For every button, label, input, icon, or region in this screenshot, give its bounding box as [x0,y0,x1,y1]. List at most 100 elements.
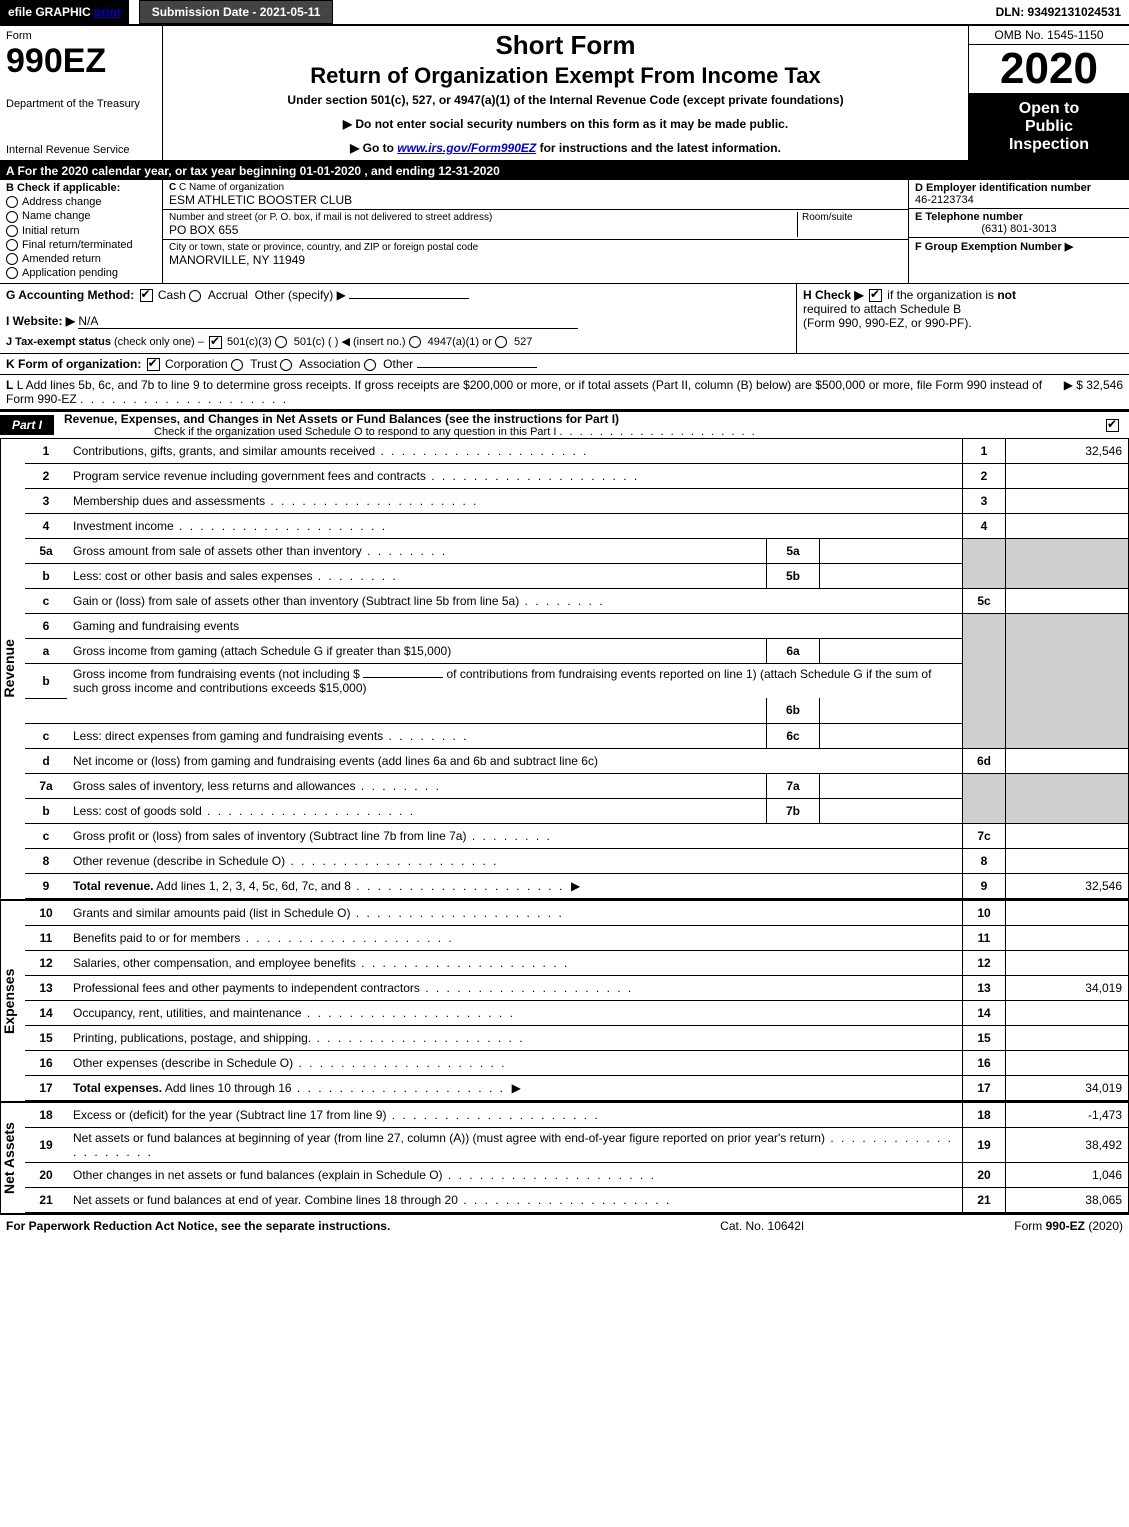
c-addr-row: Number and street (or P. O. box, if mail… [163,210,908,240]
h-checkbox [869,289,882,302]
k-label: K Form of organization: [6,357,141,371]
line-1: 1 Contributions, gifts, grants, and simi… [25,439,1129,464]
j-527-radio [495,336,507,348]
page-footer: For Paperwork Reduction Act Notice, see … [0,1215,1129,1237]
form-ref-pre: Form [1014,1219,1045,1233]
j-501c3: 501(c)(3) [227,336,272,348]
line-6-desc: Gaming and fundraising events [73,619,239,633]
line-5c-desc: Gain or (loss) from sale of assets other… [73,594,519,608]
line-3-desc: Membership dues and assessments [73,494,265,508]
form-ref: Form 990-EZ (2020) [1014,1219,1123,1233]
form-number: 990EZ [6,44,156,78]
header-center: Short Form Return of Organization Exempt… [163,26,968,160]
form-header: Form 990EZ Department of the Treasury In… [0,26,1129,162]
b-opt-0-label: Address change [22,196,102,208]
org-address: PO BOX 655 [169,223,797,237]
b-opt-address: Address change [6,196,156,208]
line-19-amt: 38,492 [1006,1127,1129,1162]
j-501c: 501(c) ( ) ◀ (insert no.) [294,336,406,348]
h-text3: (Form 990, 990-EZ, or 990-PF). [803,316,972,330]
revenue-side-label: Revenue [0,439,25,899]
line-6a-desc: Gross income from gaming (attach Schedul… [73,644,451,658]
l-amount: ▶ $ 32,546 [1054,378,1123,406]
open-to-public: Open to Public Inspection [969,94,1129,160]
line-1-amt: 32,546 [1006,439,1129,464]
k-other: Other [383,357,413,371]
other-label: Other (specify) ▶ [255,288,346,302]
line-2-desc: Program service revenue including govern… [73,469,426,483]
line-1-desc: Contributions, gifts, grants, and simila… [73,444,375,458]
line-8-desc: Other revenue (describe in Schedule O) [73,854,285,868]
tax-year: 2020 [969,45,1129,94]
h-label: H Check ▶ [803,288,864,302]
part-1-sub: Check if the organization used Schedule … [64,426,1104,438]
part-1-tag: Part I [0,415,54,435]
room-label: Room/suite [802,212,902,223]
return-title: Return of Organization Exempt From Incom… [171,63,960,89]
org-city: MANORVILLE, NY 11949 [169,253,902,267]
line-9-amt: 32,546 [1006,873,1129,898]
irs-link[interactable]: www.irs.gov/Form990EZ [397,141,536,155]
goto-line: ▶ Go to www.irs.gov/Form990EZ for instru… [171,141,960,155]
line-19: 19Net assets or fund balances at beginni… [25,1127,1129,1162]
j-4947-radio [409,336,421,348]
open-2: Public [973,118,1125,136]
line-20: 20Other changes in net assets or fund ba… [25,1162,1129,1187]
expenses-side-label: Expenses [0,901,25,1101]
line-6b-blank [363,677,443,678]
line-12-desc: Salaries, other compensation, and employ… [73,956,356,970]
section-g: G Accounting Method: Cash Accrual Other … [0,284,796,353]
k-trust: Trust [250,357,277,371]
website-value: N/A [78,314,578,329]
header-right: OMB No. 1545-1150 2020 Open to Public In… [968,26,1129,160]
accrual-label: Accrual [208,288,248,302]
cash-label: Cash [158,288,186,302]
k-other-radio [364,359,376,371]
expenses-section: Expenses 10Grants and similar amounts pa… [0,901,1129,1103]
e-label: E Telephone number [915,211,1123,223]
j-note: (check only one) – [114,336,204,348]
j-label: J Tax-exempt status [6,336,111,348]
line-18-amt: -1,473 [1006,1103,1129,1128]
part-1-header: Part I Revenue, Expenses, and Changes in… [0,410,1129,439]
open-1: Open to [973,100,1125,118]
website-label: I Website: ▶ [6,314,75,328]
gh-block: G Accounting Method: Cash Accrual Other … [0,284,1129,354]
section-d-e-f: D Employer identification number 46-2123… [908,180,1129,283]
j-4947: 4947(a)(1) or [428,336,492,348]
line-21-desc: Net assets or fund balances at end of ye… [73,1193,458,1207]
ein: 46-2123734 [915,194,1123,206]
line-14: 14Occupancy, rent, utilities, and mainte… [25,1000,1129,1025]
i-website: I Website: ▶ N/A [6,314,790,329]
under-section: Under section 501(c), 527, or 4947(a)(1)… [171,93,960,107]
goto-pre: ▶ Go to [350,141,397,155]
print-link[interactable]: print [94,5,121,19]
b-opt-amended: Amended return [6,253,156,265]
part-1-title: Revenue, Expenses, and Changes in Net As… [64,412,1104,426]
line-15-desc: Printing, publications, postage, and shi… [73,1031,311,1045]
line-21-amt: 38,065 [1006,1187,1129,1212]
ssn-warning: ▶ Do not enter social security numbers o… [171,117,960,131]
line-20-amt: 1,046 [1006,1162,1129,1187]
line-20-desc: Other changes in net assets or fund bala… [73,1168,443,1182]
g-accounting: G Accounting Method: Cash Accrual Other … [6,288,790,302]
net-assets-section: Net Assets 18Excess or (deficit) for the… [0,1103,1129,1215]
line-5a: 5a Gross amount from sale of assets othe… [25,539,1129,564]
efile-badge: efile GRAPHIC print [0,0,129,24]
org-name: ESM ATHLETIC BOOSTER CLUB [169,193,902,207]
net-assets-table: 18Excess or (deficit) for the year (Subt… [25,1103,1129,1213]
line-13: 13Professional fees and other payments t… [25,975,1129,1000]
line-11: 11Benefits paid to or for members11 [25,925,1129,950]
b-opt-5-label: Application pending [22,267,118,279]
section-a-taxyear: A For the 2020 calendar year, or tax yea… [0,162,1129,180]
goto-post: for instructions and the latest informat… [540,141,781,155]
info-block: B Check if applicable: Address change Na… [0,180,1129,284]
open-3: Inspection [973,136,1125,154]
revenue-table: 1 Contributions, gifts, grants, and simi… [25,439,1129,899]
b-opt-final: Final return/terminated [6,239,156,251]
revenue-section: Revenue 1 Contributions, gifts, grants, … [0,439,1129,901]
line-10: 10Grants and similar amounts paid (list … [25,901,1129,926]
line-13-amt: 34,019 [1006,975,1129,1000]
dept-treasury: Department of the Treasury [6,98,156,110]
line-6: 6 Gaming and fundraising events [25,614,1129,639]
